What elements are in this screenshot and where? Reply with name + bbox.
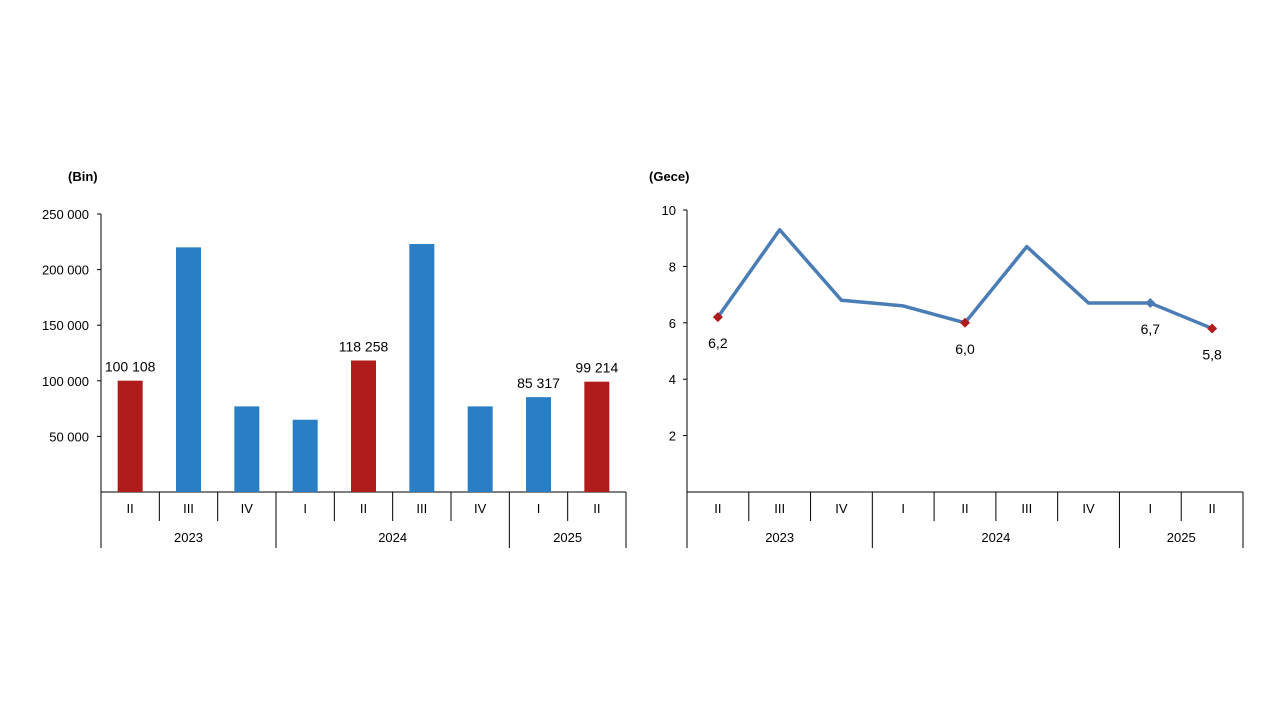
bar-year-label: 2023 <box>174 530 203 545</box>
bar-category-label: II <box>360 501 367 516</box>
bar-category-label: II <box>593 501 600 516</box>
bar-category-label: III <box>183 501 194 516</box>
bar-category-label: I <box>303 501 307 516</box>
line-data-label: 6,7 <box>1141 321 1161 337</box>
bar-y-tick-label: 200 000 <box>42 263 89 278</box>
data-point-marker <box>1207 323 1218 334</box>
bar-y-tick-label: 50 000 <box>49 429 89 444</box>
line-data-label: 6,2 <box>708 335 728 351</box>
bar-data-label: 100 108 <box>105 359 156 375</box>
line-category-label: II <box>961 501 968 516</box>
line-category-label: III <box>1021 501 1032 516</box>
bar-data-label: 99 214 <box>575 360 618 376</box>
data-point-marker <box>712 312 723 323</box>
line-category-label: I <box>1149 501 1153 516</box>
line-chart-unit-label: (Gece) <box>649 169 689 184</box>
series-line <box>716 227 1213 331</box>
bar <box>234 406 260 492</box>
line-category-label: I <box>901 501 905 516</box>
bar-year-label: 2025 <box>553 530 582 545</box>
bar-y-tick-label: 100 000 <box>42 374 89 389</box>
data-point-marker <box>960 317 970 328</box>
bar <box>351 360 376 492</box>
bar-y-tick-label: 250 000 <box>42 207 89 222</box>
bar-category-label: IV <box>241 501 254 516</box>
bar <box>292 419 318 492</box>
line-y-tick-label: 8 <box>669 259 676 274</box>
bar-category-label: III <box>416 501 427 516</box>
line-y-tick-label: 6 <box>669 316 676 331</box>
bar-category-label: II <box>127 501 134 516</box>
bar-data-label: 118 258 <box>339 338 389 354</box>
line-category-label: IV <box>1082 501 1095 516</box>
line-category-label: II <box>714 501 721 516</box>
bar-category-label: IV <box>474 501 487 516</box>
line-year-label: 2023 <box>765 530 794 545</box>
line-data-label: 5,8 <box>1202 346 1222 362</box>
bar-y-tick-label: 150 000 <box>42 318 89 333</box>
line-data-label: 6,0 <box>955 341 975 357</box>
bar-chart-unit-label: (Bin) <box>68 169 98 184</box>
data-point-marker <box>1145 298 1156 309</box>
line-y-tick-label: 4 <box>669 372 676 387</box>
line-y-tick-label: 10 <box>662 203 676 218</box>
bar <box>584 381 610 492</box>
bar <box>176 247 201 492</box>
bar <box>117 380 143 492</box>
line-y-tick-label: 2 <box>669 429 676 444</box>
line-category-label: IV <box>835 501 848 516</box>
bar <box>526 397 551 492</box>
line-category-label: III <box>774 501 785 516</box>
line-year-label: 2024 <box>981 530 1010 545</box>
bar-data-label: 85 317 <box>517 375 560 391</box>
bar-year-label: 2024 <box>378 530 407 545</box>
bar <box>409 244 435 492</box>
line-category-label: II <box>1208 501 1215 516</box>
bar-chart: (Bin) 50 000 100 000 150 000 200 000 250 000… <box>42 169 627 548</box>
bar-category-label: I <box>537 501 541 516</box>
bar <box>467 406 493 492</box>
line-year-label: 2025 <box>1167 530 1196 545</box>
